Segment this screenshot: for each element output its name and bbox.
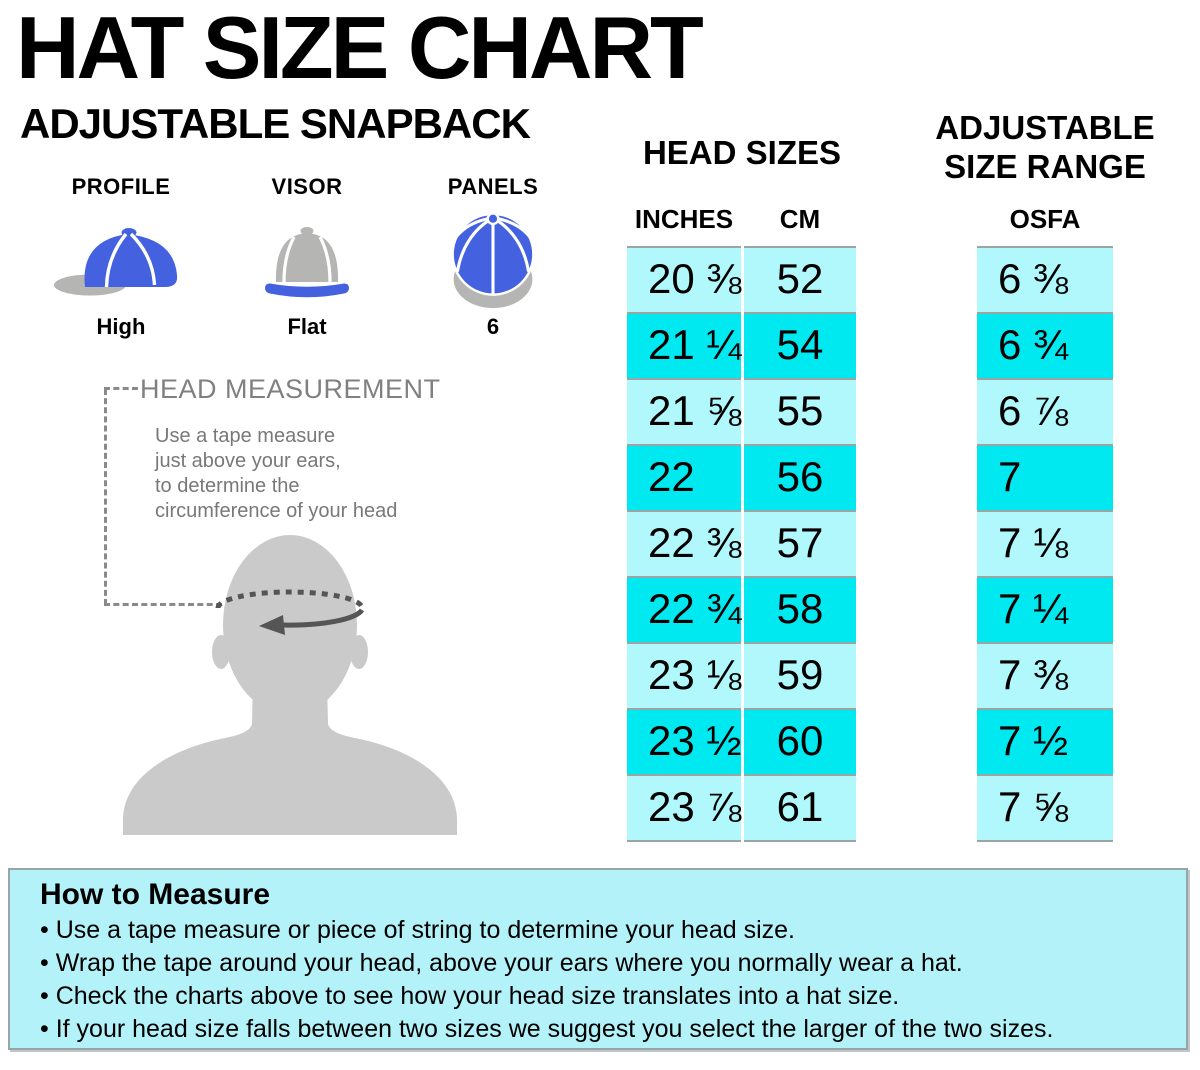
table-cell-osfa: 6 ⅜ <box>977 246 1113 312</box>
table-cell-osfa: 7 ⅛ <box>977 510 1113 576</box>
table-cell-inches: 20 ⅜ <box>627 246 741 312</box>
callout-dash-vertical <box>104 389 107 605</box>
table-cell-cm: 61 <box>744 774 856 842</box>
callout-dash-top <box>104 387 138 390</box>
cm-column: 52 54 55 56 57 58 59 60 61 <box>744 246 856 842</box>
inches-column: 20 ⅜ 21 ¼ 21 ⅝ 22 22 ⅜ 22 ¾ 23 ⅛ 23 ½ 23… <box>627 246 741 842</box>
table-cell-cm: 56 <box>744 444 856 510</box>
head-measurement-title: HEAD MEASUREMENT <box>140 374 441 404</box>
column-header-cm: CM <box>779 204 821 234</box>
how-to-measure-bullet: Use a tape measure or piece of string to… <box>40 914 1186 947</box>
table-cell-inches: 22 <box>627 444 741 510</box>
instruction-line: circumference of your head <box>155 500 398 522</box>
hat-features: PROFILE High VISOR <box>28 174 588 340</box>
how-to-measure-bullet: Wrap the tape around your head, above yo… <box>40 947 1186 980</box>
table-cell-cm: 55 <box>744 378 856 444</box>
how-to-measure-box: How to Measure Use a tape measure or pie… <box>8 868 1188 1050</box>
table-cell-osfa: 7 <box>977 444 1113 510</box>
size-range-title-line1: ADJUSTABLE <box>935 109 1155 146</box>
table-cell-osfa: 6 ¾ <box>977 312 1113 378</box>
column-header-osfa: OSFA <box>1009 204 1081 234</box>
front-view-cap-icon <box>214 212 400 310</box>
how-to-measure-bullet: Check the charts above to see how your h… <box>40 980 1186 1013</box>
feature-label-panels: PANELS <box>447 174 539 199</box>
top-view-cap-icon <box>400 212 586 310</box>
head-silhouette <box>115 528 465 840</box>
table-cell-cm: 57 <box>744 510 856 576</box>
feature-value-visor: Flat <box>287 314 327 339</box>
how-to-measure-bullet: If your head size falls between two size… <box>40 1013 1186 1046</box>
table-cell-inches: 23 ⅞ <box>627 774 741 842</box>
page-title: HAT SIZE CHART <box>16 0 704 97</box>
side-view-cap-icon <box>28 212 214 310</box>
table-cell-cm: 52 <box>744 246 856 312</box>
page-subtitle: ADJUSTABLE SNAPBACK <box>20 100 531 147</box>
table-cell-cm: 60 <box>744 708 856 774</box>
table-cell-osfa: 7 ½ <box>977 708 1113 774</box>
instruction-line: Use a tape measure <box>155 425 336 447</box>
osfa-column: 6 ⅜ 6 ¾ 6 ⅞ 7 7 ⅛ 7 ¼ 7 ⅜ 7 ½ 7 ⅝ <box>977 246 1113 842</box>
table-cell-inches: 21 ⅝ <box>627 378 741 444</box>
feature-value-profile: High <box>96 314 146 339</box>
table-cell-cm: 58 <box>744 576 856 642</box>
size-range-title: ADJUSTABLE SIZE RANGE <box>930 108 1160 186</box>
size-range-title-line2: SIZE RANGE <box>944 148 1146 185</box>
feature-label-visor: VISOR <box>271 174 343 199</box>
instruction-line: just above your ears, <box>155 450 341 472</box>
table-cell-inches: 22 ⅜ <box>627 510 741 576</box>
table-cell-inches: 21 ¼ <box>627 312 741 378</box>
table-cell-cm: 59 <box>744 642 856 708</box>
head-sizes-title: HEAD SIZES <box>642 134 842 171</box>
column-header-inches: INCHES <box>634 204 734 234</box>
head-measurement-instructions: Use a tape measure just above your ears,… <box>155 424 397 524</box>
feature-label-profile: PROFILE <box>71 174 171 199</box>
table-cell-inches: 22 ¾ <box>627 576 741 642</box>
feature-value-panels: 6 <box>486 314 500 339</box>
instruction-line: to determine the <box>155 475 300 497</box>
table-cell-osfa: 7 ⅝ <box>977 774 1113 842</box>
table-cell-osfa: 7 ¼ <box>977 576 1113 642</box>
feature-profile: PROFILE High <box>28 174 214 340</box>
table-cell-inches: 23 ½ <box>627 708 741 774</box>
feature-visor: VISOR Flat <box>214 174 400 340</box>
feature-panels: PANELS <box>400 174 586 340</box>
callout-dash-bottom <box>104 603 222 606</box>
table-cell-cm: 54 <box>744 312 856 378</box>
how-to-measure-title: How to Measure <box>40 878 271 911</box>
table-cell-inches: 23 ⅛ <box>627 642 741 708</box>
table-cell-osfa: 6 ⅞ <box>977 378 1113 444</box>
table-cell-osfa: 7 ⅜ <box>977 642 1113 708</box>
